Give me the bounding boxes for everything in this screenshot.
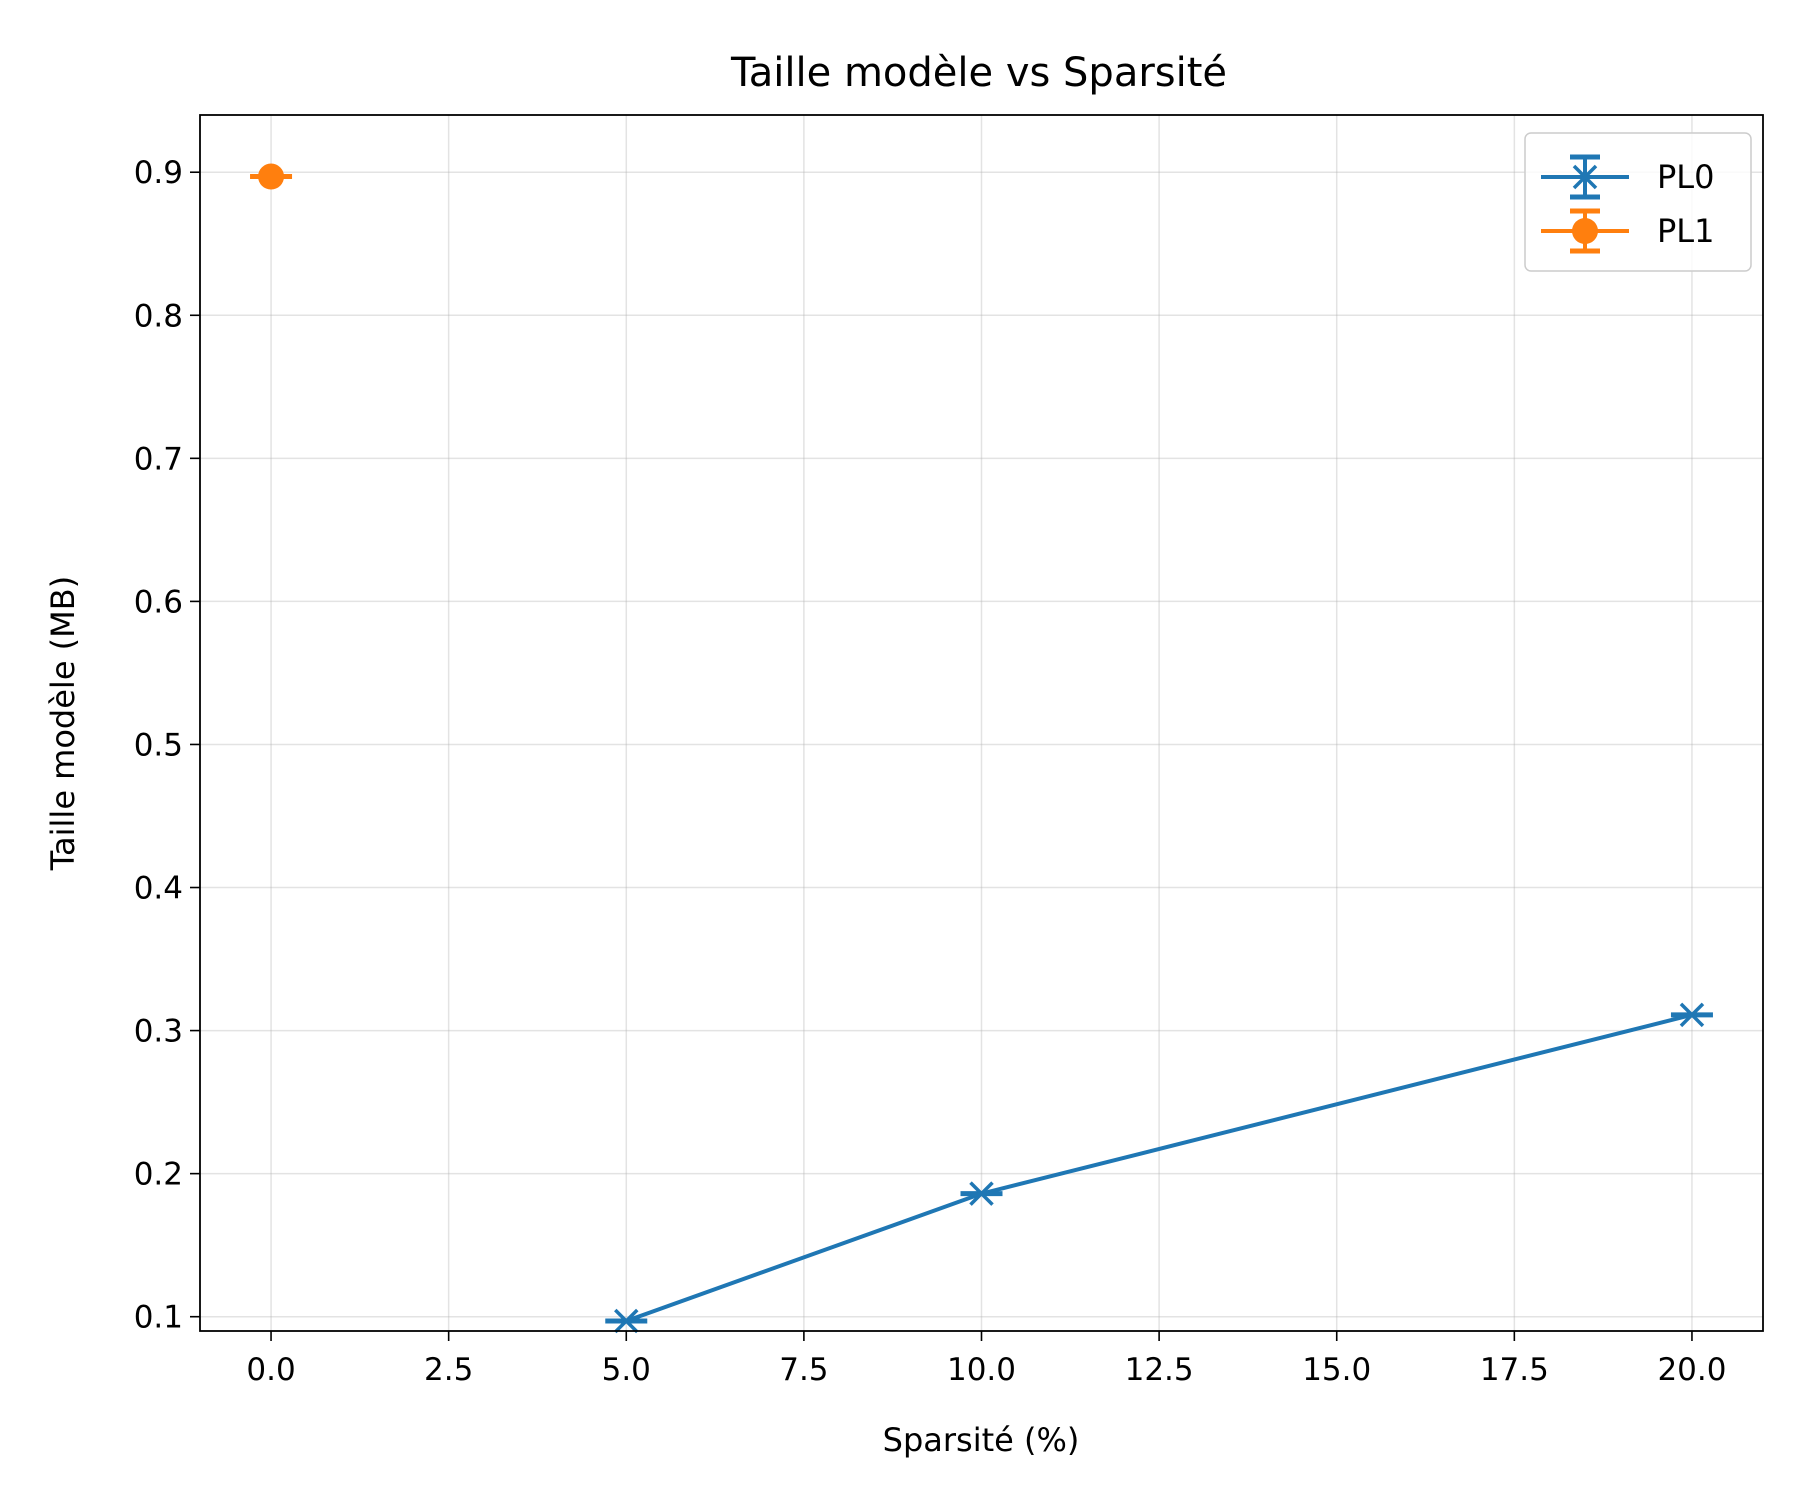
data-point-pl1	[258, 163, 285, 190]
y-tick-label: 0.1	[134, 1300, 183, 1336]
legend-marker	[1572, 218, 1598, 244]
legend-marker	[1572, 164, 1598, 190]
grid-lines	[200, 115, 1763, 1331]
y-tick-label: 0.8	[134, 298, 183, 334]
x-tick-label: 5.0	[602, 1352, 651, 1388]
legend-entry-pl1: PL1	[1541, 208, 1714, 254]
x-tick-label: 10.0	[947, 1352, 1016, 1388]
x-tick-label: 20.0	[1657, 1352, 1726, 1388]
y-tick-label: 0.3	[134, 1014, 183, 1050]
plot-area	[250, 163, 1713, 1334]
x-tick-label: 12.5	[1125, 1352, 1194, 1388]
x-tick-label: 0.0	[246, 1352, 295, 1388]
x-axis-label: Sparsité (%)	[883, 1421, 1080, 1459]
y-axis: 0.1 0.2 0.3 0.4 0.5 0.6 0.7 0.8 0.9	[134, 155, 200, 1336]
legend-box	[1524, 132, 1752, 272]
y-tick-label: 0.2	[134, 1157, 183, 1193]
x-tick-label: 7.5	[779, 1352, 828, 1388]
data-point-pl0	[1679, 1002, 1705, 1028]
x-tick-label: 15.0	[1302, 1352, 1371, 1388]
x-tick-label: 2.5	[424, 1352, 473, 1388]
legend-label: PL1	[1657, 212, 1714, 250]
series-pl1	[250, 163, 293, 190]
marker-stroke	[614, 1308, 639, 1334]
y-tick-label: 0.7	[134, 441, 183, 477]
data-point-pl0	[614, 1308, 639, 1334]
y-tick-label: 0.5	[134, 727, 183, 763]
legend-entry-pl0: PL0	[1541, 154, 1714, 200]
data-point-pl0	[969, 1181, 994, 1206]
x-tick-label: 17.5	[1480, 1352, 1549, 1388]
y-tick-label: 0.4	[134, 871, 183, 907]
y-axis-label: Taille modèle (MB)	[44, 576, 82, 871]
legend-label: PL0	[1657, 158, 1714, 196]
marker-stroke	[969, 1181, 994, 1206]
x-axis: 0.0 2.5 5.0 7.5 10.0 12.5 15.0 17.5 20.0	[246, 1331, 1726, 1388]
chart-title: Taille modèle vs Sparsité	[730, 50, 1227, 96]
marker-stroke	[1572, 164, 1598, 190]
y-tick-label: 0.6	[134, 584, 183, 620]
marker-stroke	[1679, 1002, 1705, 1028]
y-tick-label: 0.9	[134, 155, 183, 191]
series-pl0	[605, 1002, 1713, 1334]
